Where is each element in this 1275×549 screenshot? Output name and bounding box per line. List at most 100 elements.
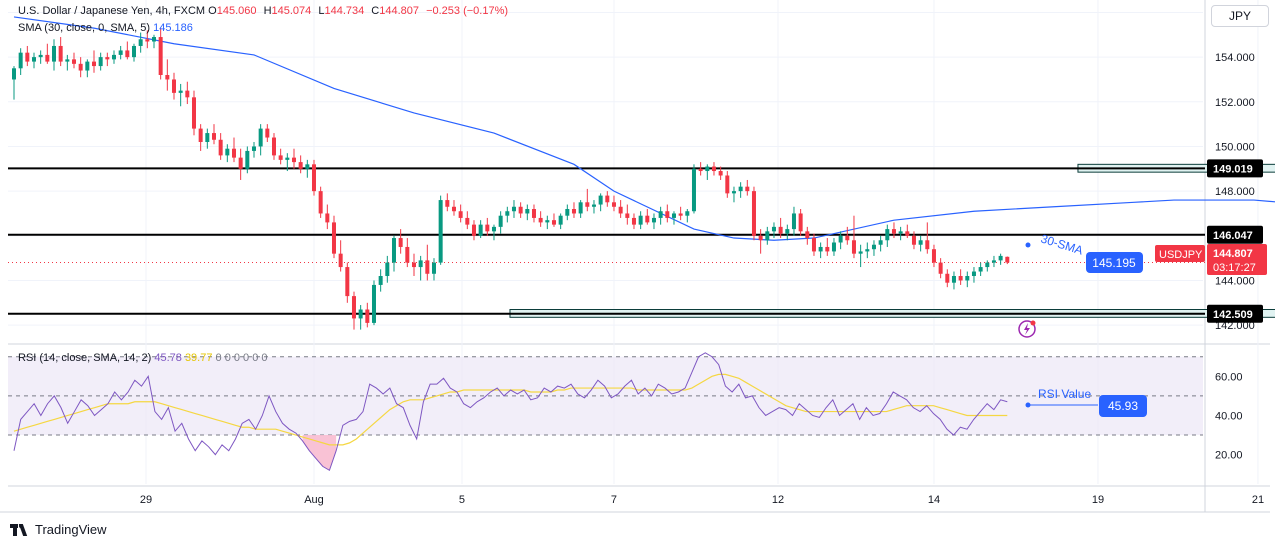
- candle-body: [978, 267, 983, 272]
- level-price-label: 149.019: [1213, 163, 1253, 175]
- candle-body: [811, 238, 816, 252]
- candle-body: [645, 215, 650, 223]
- candle-body: [385, 262, 390, 276]
- candle-body: [705, 166, 710, 172]
- rsi-y-tick-label: 60.00: [1215, 371, 1243, 383]
- candle-body: [365, 309, 370, 323]
- candle-body: [98, 57, 103, 67]
- candle-body: [271, 137, 276, 156]
- candle-body: [778, 226, 783, 234]
- candle-body: [105, 57, 110, 60]
- candle-body: [685, 211, 690, 216]
- candle-body: [825, 246, 830, 252]
- candle-body: [31, 57, 36, 62]
- candle-body: [118, 50, 123, 55]
- candle-body: [251, 146, 256, 151]
- candle-body: [738, 186, 743, 192]
- candle-body: [438, 200, 443, 263]
- rsi-value-label: 45.93: [1108, 399, 1138, 413]
- candle-body: [971, 271, 976, 276]
- candle-body: [431, 262, 436, 274]
- candle-body: [871, 244, 876, 250]
- symbol-header: U.S. Dollar / Japanese Yen, 4h, FXCM O14…: [18, 5, 508, 17]
- candle-body: [65, 59, 70, 62]
- candle-body: [211, 133, 216, 140]
- candle-body: [425, 260, 430, 274]
- x-tick-label: 7: [611, 494, 617, 506]
- candle-body: [945, 273, 950, 283]
- candle-body: [711, 166, 716, 172]
- candle-body: [931, 249, 936, 263]
- sma-legend[interactable]: SMA (30, close, 0, SMA, 5) 145.186: [18, 22, 193, 34]
- candle-body: [691, 168, 696, 212]
- candle-body: [418, 260, 423, 268]
- lightning-bolt-icon: [1024, 323, 1030, 335]
- currency-button[interactable]: JPY: [1211, 5, 1269, 27]
- candle-body: [651, 217, 656, 223]
- rsi-y-tick-label: 20.00: [1215, 450, 1243, 462]
- candle-body: [618, 206, 623, 214]
- candle-body: [245, 150, 250, 169]
- y-tick-label: 150.000: [1215, 141, 1255, 153]
- candle-body: [171, 79, 176, 93]
- candle-body: [345, 267, 350, 297]
- sma-value-tag: [1086, 252, 1143, 273]
- candle-body: [458, 211, 463, 218]
- candle-body: [331, 222, 336, 254]
- last-price-tag: [1207, 244, 1267, 275]
- candle-body: [265, 128, 270, 138]
- sma-marker: [1025, 242, 1031, 248]
- candle-body: [278, 155, 283, 160]
- candle-body: [185, 90, 190, 98]
- x-tick-label: 19: [1092, 494, 1104, 506]
- candle-body: [511, 206, 516, 212]
- candle-body: [151, 37, 156, 42]
- candle-body: [138, 39, 143, 46]
- lightning-icon: [1018, 320, 1036, 338]
- level-price-tag: [1207, 159, 1263, 178]
- candle-body: [905, 231, 910, 236]
- candle-body: [551, 220, 556, 225]
- candle-body: [785, 229, 790, 234]
- candle-body: [558, 215, 563, 225]
- candle-body: [218, 139, 223, 156]
- candle-body: [411, 262, 416, 268]
- level-price-tag: [1207, 225, 1263, 244]
- candle-body: [951, 276, 956, 283]
- candle-body: [398, 238, 403, 247]
- candle-body: [598, 195, 603, 205]
- tradingview-logo-icon: [10, 523, 30, 537]
- candle-body: [91, 61, 96, 67]
- tradingview-branding[interactable]: TradingView: [10, 522, 107, 537]
- change-value: −0.253 (−0.17%): [426, 5, 509, 17]
- candle-body: [938, 262, 943, 274]
- candle-body: [878, 240, 883, 245]
- candle-body: [745, 186, 750, 192]
- candle-body: [658, 211, 663, 218]
- candle-body: [898, 231, 903, 234]
- rsi-legend[interactable]: RSI (14, close, SMA, 14, 2) 45.78 39.77 …: [18, 352, 268, 364]
- candle-body: [491, 226, 496, 232]
- candle-body: [298, 162, 303, 169]
- rsi-y-tick-label: 40.00: [1215, 410, 1243, 422]
- symbol-tag: [1155, 245, 1205, 262]
- candle-body: [605, 195, 610, 203]
- candle-body: [858, 251, 863, 254]
- candle-body: [85, 61, 90, 71]
- candle-body: [12, 68, 16, 80]
- tradingview-label: TradingView: [35, 522, 107, 537]
- candle-body: [258, 128, 263, 147]
- candle-body: [918, 240, 923, 245]
- candle-body: [791, 213, 796, 230]
- candle-body: [525, 209, 530, 214]
- candle-body: [325, 213, 330, 223]
- candle-body: [45, 54, 50, 62]
- candle-body: [985, 262, 990, 268]
- candle-body: [591, 204, 596, 207]
- rsi-value-tag: [1099, 395, 1147, 417]
- candle-body: [958, 276, 963, 281]
- x-tick-label: 12: [772, 494, 784, 506]
- y-tick-label: 144.000: [1215, 275, 1255, 287]
- candle-body: [678, 213, 683, 216]
